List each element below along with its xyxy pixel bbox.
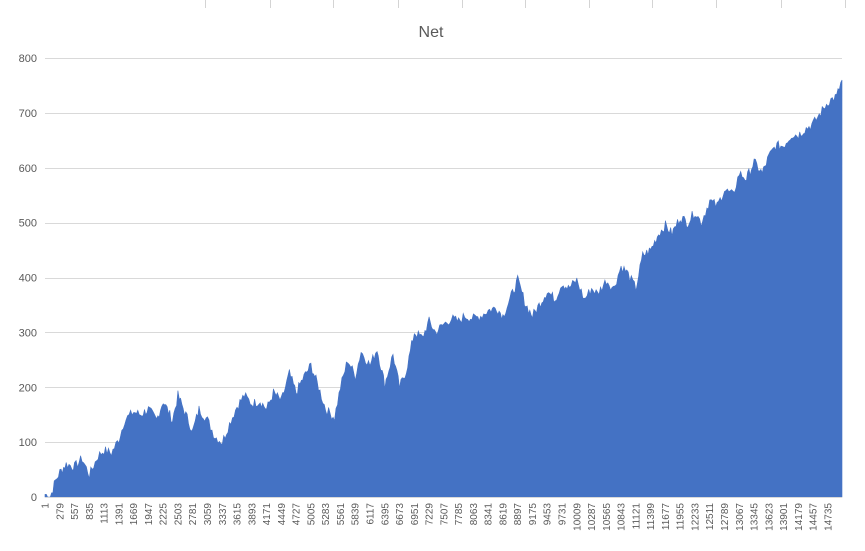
- x-tick-label: 6117: [366, 503, 377, 525]
- x-tick-label: 12233: [691, 503, 702, 531]
- x-tick-label: 7507: [439, 503, 450, 526]
- x-tick-label: 5839: [351, 503, 362, 526]
- y-axis: 0 100 200 300 400 500 600 700 800: [19, 53, 37, 504]
- x-tick-label: 11121: [631, 503, 642, 530]
- x-tick-label: 3059: [203, 503, 214, 526]
- x-tick-label: 1: [41, 503, 52, 509]
- x-tick-label: 3337: [218, 503, 229, 526]
- x-tick-label: 8063: [469, 503, 480, 526]
- x-tick-label: 7229: [425, 503, 436, 526]
- x-tick-label: 13901: [779, 503, 790, 531]
- x-tick-label: 9453: [543, 503, 554, 526]
- y-tick-label: 300: [19, 327, 37, 339]
- y-tick-label: 800: [19, 53, 37, 65]
- x-tick-label: 11399: [646, 503, 657, 531]
- chart-title: Net: [419, 24, 444, 41]
- x-tick-label: 11955: [676, 503, 687, 531]
- x-tick-label: 3893: [247, 503, 258, 526]
- y-tick-label: 500: [19, 218, 37, 230]
- x-tick-label: 1947: [144, 503, 155, 526]
- y-tick-label: 600: [19, 163, 37, 175]
- x-tick-label: 14179: [794, 503, 805, 531]
- x-tick-label: 6673: [395, 503, 406, 526]
- series-layer: [44, 79, 843, 498]
- x-tick-label: 10565: [602, 503, 613, 531]
- x-tick-label: 2225: [159, 503, 170, 526]
- x-tick-label: 4171: [262, 503, 273, 526]
- x-tick-label: 11677: [661, 503, 672, 531]
- y-tick-label: 0: [31, 492, 37, 504]
- y-tick-label: 700: [19, 108, 37, 120]
- x-tick-label: 10843: [617, 503, 628, 531]
- x-tick-label: 835: [85, 503, 96, 520]
- x-tick-label: 13623: [764, 503, 775, 531]
- x-tick-label: 4449: [277, 503, 288, 526]
- y-tick-label: 100: [19, 437, 37, 449]
- x-tick-label: 10009: [572, 503, 583, 531]
- chart-area[interactable]: Net 0 100 200 300 400 500 600 700 800 1 279 557 835…: [0, 8, 865, 546]
- net-area-chart: Net 0 100 200 300 400 500 600 700 800 1 279 557 835…: [19, 24, 843, 531]
- x-tick-label: 13067: [735, 503, 746, 531]
- x-tick-label: 6951: [410, 503, 421, 526]
- x-tick-label: 5283: [321, 503, 332, 526]
- x-tick-label: 1391: [114, 503, 125, 526]
- x-tick-label: 14735: [823, 503, 834, 531]
- x-tick-label: 7785: [454, 503, 465, 526]
- x-tick-label: 557: [70, 503, 81, 520]
- x-tick-label: 1113: [100, 503, 111, 524]
- x-tick-label: 5561: [336, 503, 347, 526]
- x-tick-label: 1669: [129, 503, 140, 526]
- x-tick-label: 9175: [528, 503, 539, 526]
- x-tick-label: 8619: [498, 503, 509, 526]
- x-tick-label: 12511: [705, 503, 716, 531]
- y-tick-label: 200: [19, 382, 37, 394]
- x-tick-label: 3615: [233, 503, 244, 526]
- x-tick-label: 8341: [484, 503, 495, 526]
- y-tick-label: 400: [19, 273, 37, 285]
- x-tick-label: 6395: [380, 503, 391, 526]
- x-tick-label: 4727: [292, 503, 303, 526]
- x-tick-label: 2781: [188, 503, 199, 526]
- x-tick-label: 2503: [173, 503, 184, 526]
- series-area-net: [44, 79, 843, 498]
- x-tick-label: 279: [55, 503, 66, 520]
- x-tick-label: 12789: [720, 503, 731, 531]
- x-tick-label: 5005: [306, 503, 317, 526]
- x-tick-label: 10287: [587, 503, 598, 531]
- x-tick-label: 8897: [513, 503, 524, 526]
- x-tick-label: 13345: [750, 503, 761, 531]
- x-tick-label: 14457: [809, 503, 820, 531]
- x-tick-label: 9731: [558, 503, 569, 526]
- x-axis: 1 279 557 835 1113 1391 1669 1947 2225 2503 2781 30…: [41, 497, 842, 531]
